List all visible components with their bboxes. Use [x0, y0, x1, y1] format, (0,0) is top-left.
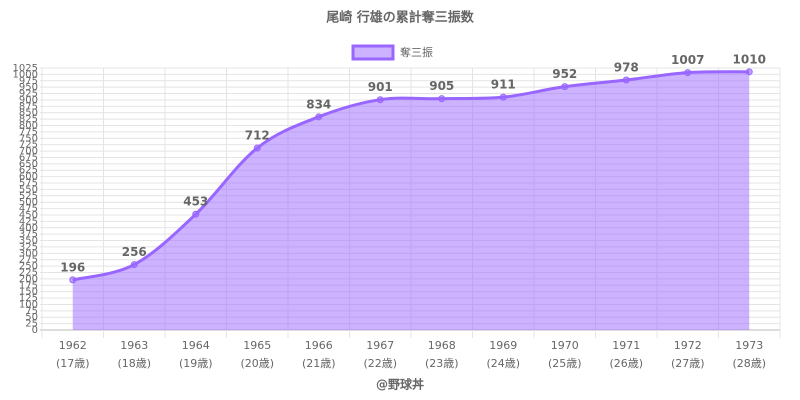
x-tick-label: 1964 — [182, 339, 210, 352]
point — [130, 261, 138, 269]
y-tick-label: 600 — [19, 172, 38, 183]
chart-title: 尾崎 行雄の累計奪三振数 — [326, 10, 475, 26]
value-label: 1010 — [733, 52, 766, 66]
x-tick-label: (23歳) — [425, 357, 459, 370]
x-tick-label: 1962 — [59, 339, 87, 352]
x-tick-label: (18歳) — [117, 357, 151, 370]
y-tick-label: 250 — [19, 261, 38, 272]
y-tick-label: 25 — [25, 319, 38, 330]
x-tick-label: 1965 — [243, 339, 271, 352]
y-tick-label: 300 — [19, 248, 38, 259]
point — [561, 83, 569, 91]
y-tick-label: 900 — [19, 95, 38, 106]
y-tick-label: 125 — [19, 293, 38, 304]
x-tick-label: (25歳) — [548, 357, 582, 370]
x-tick-label: 1966 — [305, 339, 333, 352]
x-tick-label: 1971 — [612, 339, 640, 352]
footer: @野球丼 — [376, 377, 424, 392]
y-tick-label: 750 — [19, 133, 38, 144]
point — [192, 210, 200, 218]
value-label: 196 — [60, 260, 85, 274]
point — [499, 93, 507, 101]
y-tick-label: 925 — [19, 89, 38, 100]
y-tick-label: 625 — [19, 165, 38, 176]
x-tick-label: (17歳) — [56, 357, 90, 370]
y-tick-label: 150 — [19, 287, 38, 298]
y-tick-label: 700 — [19, 146, 38, 157]
y-tick-label: 200 — [19, 274, 38, 285]
y-tick-label: 825 — [19, 114, 38, 125]
y-tick-label: 875 — [19, 101, 38, 112]
y-tick-label: 400 — [19, 223, 38, 234]
y-tick-label: 450 — [19, 210, 38, 221]
y-tick-label: 175 — [19, 280, 38, 291]
y-tick-label: 1025 — [13, 63, 38, 74]
x-tick-label: (21歳) — [302, 357, 336, 370]
y-tick-label: 225 — [19, 267, 38, 278]
x-tick-label: (22歳) — [363, 357, 397, 370]
value-label: 901 — [368, 80, 393, 94]
y-tick-label: 350 — [19, 236, 38, 247]
value-label: 712 — [245, 129, 270, 143]
x-tick-label: (20歳) — [240, 357, 274, 370]
x-tick-label: (26歳) — [609, 357, 643, 370]
point — [253, 144, 261, 152]
y-tick-label: 775 — [19, 127, 38, 138]
value-label: 834 — [306, 97, 331, 111]
y-tick-label: 325 — [19, 242, 38, 253]
x-tick-label: 1963 — [120, 339, 148, 352]
point — [622, 76, 630, 84]
point — [69, 276, 77, 284]
value-label: 978 — [614, 61, 639, 75]
y-tick-label: 0 — [32, 325, 38, 336]
y-tick-label: 500 — [19, 197, 38, 208]
y-tick-label: 75 — [25, 306, 38, 317]
y-tick-label: 1000 — [13, 69, 38, 80]
y-tick-label: 375 — [19, 229, 38, 240]
value-label: 952 — [552, 67, 577, 81]
value-label: 453 — [183, 195, 208, 209]
point — [315, 113, 323, 121]
y-tick-label: 475 — [19, 204, 38, 215]
x-tick-label: (24歳) — [486, 357, 520, 370]
y-tick-label: 550 — [19, 184, 38, 195]
y-tick-label: 575 — [19, 178, 38, 189]
x-tick-label: 1973 — [735, 339, 763, 352]
point — [745, 68, 753, 76]
x-tick-label: 1967 — [366, 339, 394, 352]
y-tick-label: 850 — [19, 108, 38, 119]
x-tick-label: 1968 — [428, 339, 456, 352]
x-tick-label: (27歳) — [671, 357, 705, 370]
y-tick-label: 275 — [19, 255, 38, 266]
y-tick-label: 950 — [19, 82, 38, 93]
y-tick-label: 525 — [19, 191, 38, 202]
y-tick-label: 725 — [19, 140, 38, 151]
value-label: 256 — [122, 245, 147, 259]
y-tick-label: 675 — [19, 152, 38, 163]
point — [438, 95, 446, 103]
legend-label: 奪三振 — [400, 45, 433, 59]
y-tick-label: 650 — [19, 159, 38, 170]
y-tick-label: 800 — [19, 121, 38, 132]
x-tick-label: 1970 — [551, 339, 579, 352]
x-tick-label: 1969 — [489, 339, 517, 352]
point — [376, 96, 384, 104]
legend-swatch — [351, 44, 395, 61]
x-tick-label: 1972 — [674, 339, 702, 352]
area — [72, 71, 750, 331]
value-label: 1007 — [671, 53, 704, 67]
y-tick-label: 975 — [19, 76, 38, 87]
point — [684, 69, 692, 77]
x-tick-label: (19歳) — [179, 357, 213, 370]
y-tick-label: 50 — [25, 312, 38, 323]
x-tick-label: (28歳) — [732, 357, 766, 370]
y-tick-label: 425 — [19, 216, 38, 227]
value-label: 911 — [491, 78, 516, 92]
value-label: 905 — [429, 79, 454, 93]
y-tick-label: 100 — [19, 299, 38, 310]
